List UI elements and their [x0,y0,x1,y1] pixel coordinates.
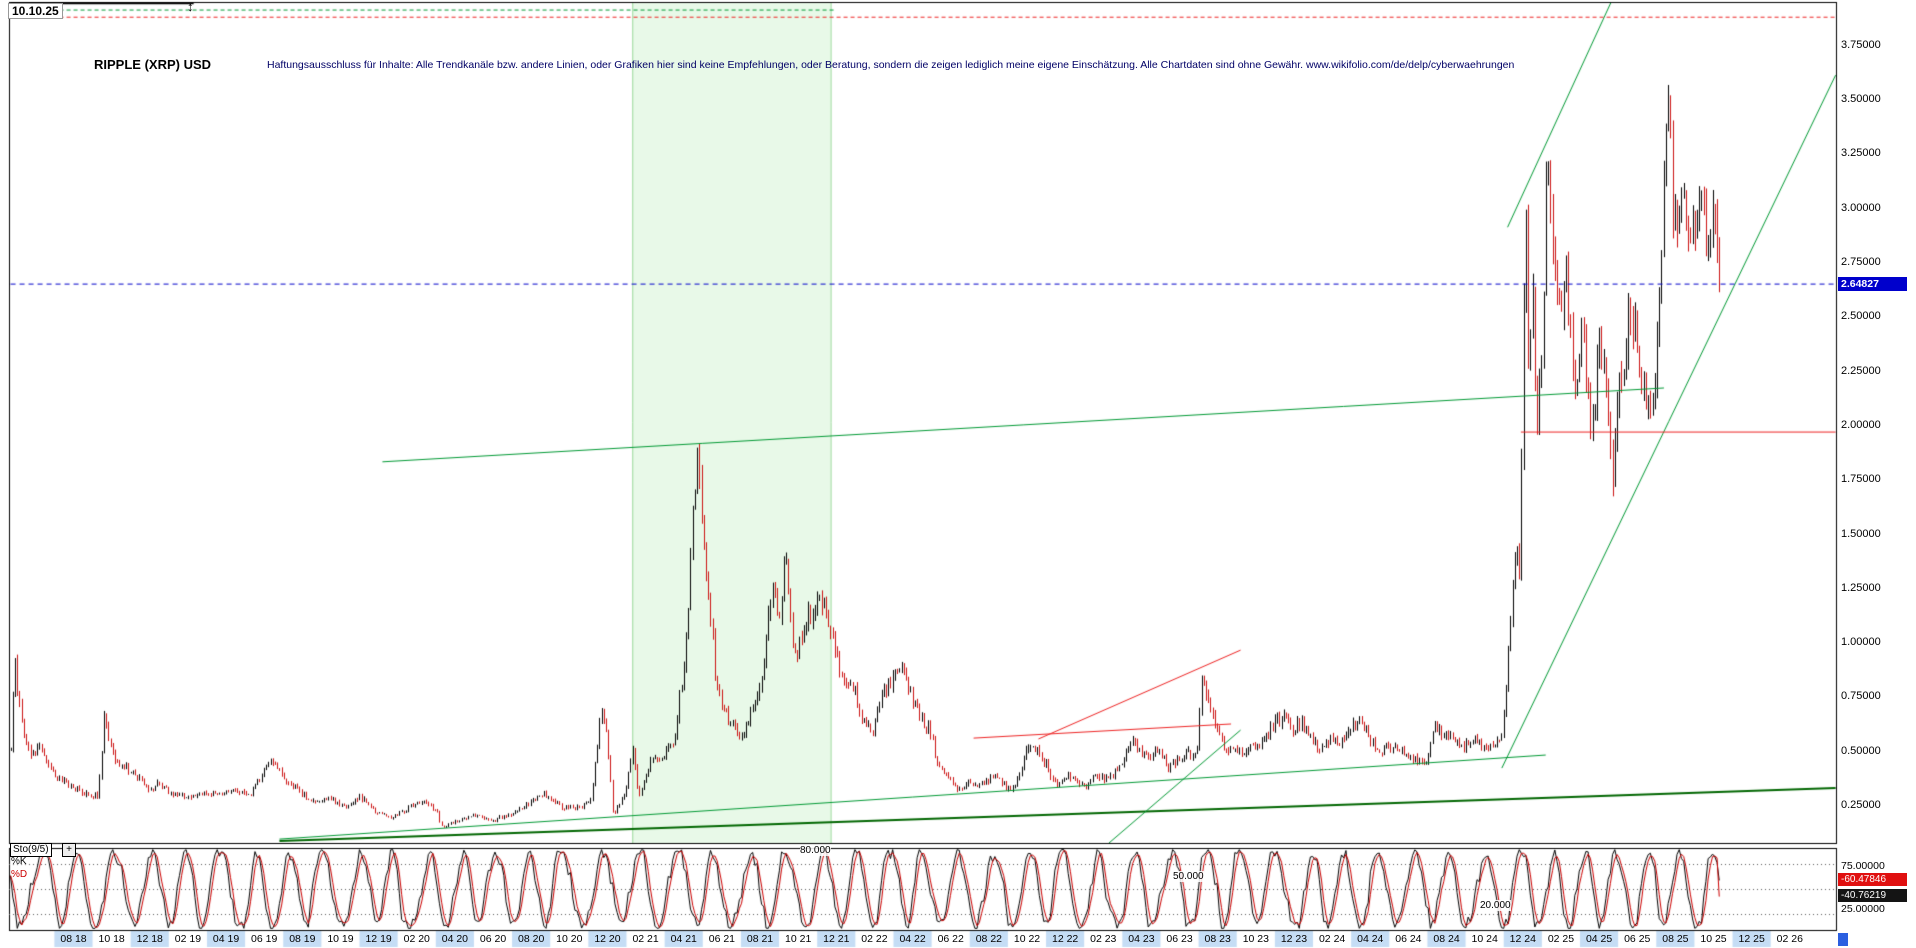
time-axis-label: 08 19 [289,933,316,945]
time-axis-label: 06 19 [251,933,278,945]
price-axis-label: 1.75000 [1841,473,1881,486]
time-axis-label: 02 21 [632,933,659,945]
stochastic-k-value-tag: -60.47846 [1838,873,1907,886]
price-axis-label: 2.75000 [1841,256,1881,268]
time-axis-label: 04 21 [670,933,697,945]
indicator-label[interactable]: Sto(9/5) [10,843,52,857]
time-axis-label: 08 18 [60,933,87,945]
time-axis-label: 02 19 [174,933,202,945]
time-axis-label: 10 23 [1242,933,1269,945]
price-axis-label: 0.25000 [1841,799,1881,811]
sto-level-50-annotation: 50.000 [1173,871,1204,882]
time-axis-label: 04 25 [1585,933,1613,945]
add-indicator-button[interactable]: + [62,843,76,857]
time-axis-label: 04 22 [899,933,926,945]
price-axis-label: 1.25000 [1841,581,1881,594]
stochastic-k-label: %K [11,856,27,867]
stochastic-d-value-tag: -40.76219 [1838,889,1907,902]
price-axis-label: 0.75000 [1841,690,1881,703]
axis-end-marker[interactable] [1838,933,1848,946]
time-axis-label: 08 24 [1433,933,1460,945]
time-axis-label: 04 24 [1357,933,1384,945]
sto-level-20-annotation: 20.000 [1480,900,1511,911]
time-axis-label: 04 23 [1128,933,1155,945]
time-axis-label: 06 21 [708,933,736,945]
time-axis-label: 10 22 [1013,933,1041,945]
sto-axis-75-label: 75.00000 [1841,860,1885,872]
price-axis-label: 2.50000 [1841,310,1881,323]
time-axis-label: 10 19 [327,933,354,945]
time-axis-label: 12 23 [1280,933,1308,945]
time-axis-label: 08 22 [975,933,1002,945]
time-axis-label: 10 21 [785,933,812,945]
time-axis-label: 12 21 [823,933,850,945]
time-axis-label: 10 18 [98,933,125,945]
time-axis-label: 02 25 [1547,933,1575,945]
time-axis-label: 08 20 [518,933,545,945]
price-axis-label: 1.00000 [1841,636,1881,649]
price-axis-label: 1.50000 [1841,527,1881,540]
resize-updown-icon[interactable]: ↕ [187,0,194,14]
sto-level-80-annotation: 80.000 [800,845,831,856]
time-axis-label: 06 25 [1624,933,1651,945]
time-axis-label: 02 24 [1318,933,1346,945]
chart-title: RIPPLE (XRP) USD [94,57,212,72]
price-axis-label: 3.50000 [1841,93,1881,106]
price-axis-label: 3.00000 [1841,201,1881,214]
price-axis-label: 3.25000 [1841,147,1881,160]
price-axis-label: 0.50000 [1841,744,1881,757]
current-price-tag: 2.64827 [1838,277,1907,291]
time-axis-label: 08 25 [1662,933,1689,945]
time-axis-label: 12 18 [136,933,163,945]
price-axis-label: 2.00000 [1841,418,1881,431]
time-axis-label: 12 20 [594,933,621,945]
time-axis-label: 06 20 [479,933,507,945]
time-axis-label: 06 22 [937,933,964,945]
time-axis-label: 10 24 [1471,933,1498,945]
time-axis-label: 12 19 [365,933,392,945]
time-axis-label: 02 26 [1776,933,1803,945]
price-axis-label: 2.25000 [1841,364,1881,377]
time-axis-label: 08 23 [1204,933,1231,945]
stochastic-d-label: %D [11,869,28,880]
time-axis-label: 08 21 [746,933,774,945]
sto-axis-25-label: 25.00000 [1841,903,1885,915]
time-axis-label: 02 22 [861,933,888,945]
time-axis-label: 12 25 [1738,933,1765,945]
time-axis-label: 04 20 [441,933,469,945]
price-axis-label: 3.75000 [1841,38,1881,51]
time-axis-label: 10 25 [1700,933,1727,945]
time-axis-label: 04 19 [212,933,240,945]
time-axis-label: 02 23 [1090,933,1117,945]
time-axis-label: 06 24 [1395,933,1422,945]
time-axis-label: 02 20 [403,933,430,945]
date-label: 10.10.25 [8,3,63,19]
time-axis-label: 10 20 [556,933,583,945]
disclaimer-text: Haftungsausschluss für Inhalte: Alle Tre… [267,59,1515,71]
time-axis-label: 06 23 [1166,933,1193,945]
time-axis-label: 12 22 [1051,933,1079,945]
time-axis-label: 12 24 [1509,933,1536,945]
